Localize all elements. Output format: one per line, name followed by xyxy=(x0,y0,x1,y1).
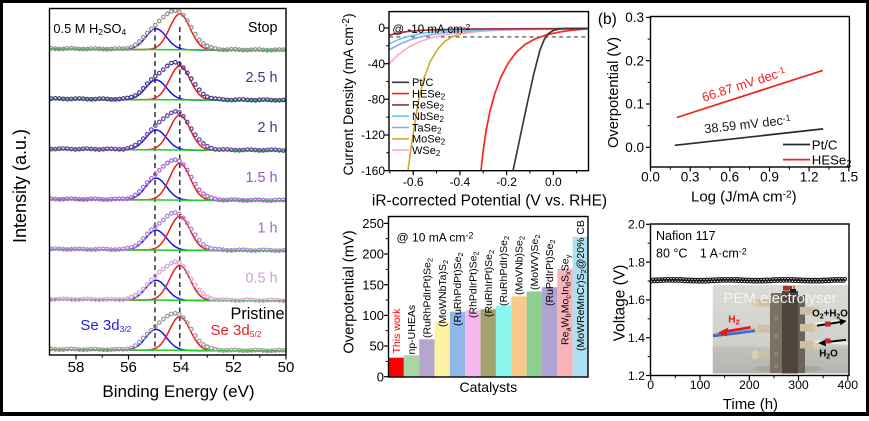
svg-text:-160: -160 xyxy=(361,164,385,178)
svg-text:200: 200 xyxy=(362,247,384,262)
svg-text:-0.4: -0.4 xyxy=(450,175,471,189)
svg-text:0.3: 0.3 xyxy=(625,10,644,25)
svg-text:0.0: 0.0 xyxy=(641,170,660,185)
svg-text:TaSe2: TaSe2 xyxy=(412,122,442,135)
svg-text:(MoWReMnCr)S2@20% CB: (MoWReMnCr)S2@20% CB xyxy=(575,220,588,351)
svg-text:@ -10 mA cm-2: @ -10 mA cm-2 xyxy=(392,22,470,36)
svg-text:ReSe2: ReSe2 xyxy=(412,100,445,113)
svg-text:HESe2: HESe2 xyxy=(412,88,446,101)
svg-text:Current Density (mA cm-2): Current Density (mA cm-2) xyxy=(340,13,356,175)
svg-text:(MoVNb)Se2: (MoVNb)Se2 xyxy=(514,236,527,295)
svg-text:1.5: 1.5 xyxy=(839,170,858,185)
svg-text:0.9: 0.9 xyxy=(760,170,779,185)
svg-text:1.5 h: 1.5 h xyxy=(245,170,277,186)
svg-text:100: 100 xyxy=(362,308,384,323)
svg-text:0.3: 0.3 xyxy=(681,170,700,185)
svg-text:52: 52 xyxy=(225,359,242,376)
svg-text:0.1: 0.1 xyxy=(625,97,644,112)
svg-text:iR-corrected Potential (V vs.: iR-corrected Potential (V vs. RHE) xyxy=(372,193,607,210)
svg-text:H2O: H2O xyxy=(819,349,838,361)
svg-text:0.5 M H2SO4: 0.5 M H2SO4 xyxy=(53,21,126,37)
svg-text:50: 50 xyxy=(278,359,295,376)
svg-text:-0.6: -0.6 xyxy=(403,175,424,189)
svg-text:0.6: 0.6 xyxy=(720,170,739,185)
svg-text:Intensity (a.u.): Intensity (a.u.) xyxy=(10,129,30,243)
svg-text:50: 50 xyxy=(370,339,384,354)
svg-text:56: 56 xyxy=(120,359,137,376)
svg-text:Se 3d3/2: Se 3d3/2 xyxy=(80,317,131,334)
svg-text:Se 3d5/2: Se 3d5/2 xyxy=(211,322,262,339)
svg-text:H2: H2 xyxy=(728,315,739,327)
svg-text:2.5 h: 2.5 h xyxy=(245,70,277,86)
svg-text:(RhPdIrPt)Se2: (RhPdIrPt)Se2 xyxy=(468,251,481,318)
svg-text:200: 200 xyxy=(739,378,760,392)
svg-text:NbSe2: NbSe2 xyxy=(412,111,445,124)
svg-text:1.6: 1.6 xyxy=(628,293,645,307)
svg-text:250: 250 xyxy=(362,216,384,231)
svg-text:WSe2: WSe2 xyxy=(412,145,441,158)
svg-text:Log (J/mA cm-2): Log (J/mA cm-2) xyxy=(691,189,797,206)
svg-text:0: 0 xyxy=(647,378,654,392)
svg-text:0.0: 0.0 xyxy=(545,175,562,189)
svg-text:(RuRhPdPt)Se2: (RuRhPdPt)Se2 xyxy=(452,252,465,326)
svg-text:@ 10 mA cm-2: @ 10 mA cm-2 xyxy=(397,230,474,244)
svg-text:2 h: 2 h xyxy=(257,120,277,136)
svg-text:1.4: 1.4 xyxy=(628,331,645,345)
svg-text:-0.2: -0.2 xyxy=(496,175,517,189)
svg-text:This work: This work xyxy=(391,308,403,354)
svg-text:0.0: 0.0 xyxy=(625,140,644,155)
svg-text:(RuRhPdIr)Se2: (RuRhPdIr)Se2 xyxy=(498,236,511,306)
svg-text:100: 100 xyxy=(690,378,711,392)
svg-text:Stop: Stop xyxy=(248,20,278,36)
svg-text:(RuPdIrPt)Se2: (RuPdIrPt)Se2 xyxy=(544,239,557,306)
svg-text:-120: -120 xyxy=(361,128,385,142)
svg-text:ReaWbMocIndSxSey: ReaWbMocIndSxSey xyxy=(560,254,573,345)
svg-text:(RuRhIrPt)Se2: (RuRhIrPt)Se2 xyxy=(483,250,496,317)
svg-text:MoSe2: MoSe2 xyxy=(412,134,446,147)
svg-text:2.0: 2.0 xyxy=(628,218,645,232)
svg-text:Nafion 117: Nafion 117 xyxy=(656,229,716,243)
svg-text:0: 0 xyxy=(378,21,385,35)
svg-text:(MoWV)Se2: (MoWV)Se2 xyxy=(529,234,542,290)
svg-text:1.2: 1.2 xyxy=(628,369,645,383)
svg-text:np-UHEAs: np-UHEAs xyxy=(406,305,418,355)
svg-text:Pristine: Pristine xyxy=(231,305,285,323)
svg-text:0.5 h: 0.5 h xyxy=(245,270,277,286)
svg-text:300: 300 xyxy=(788,378,809,392)
svg-text:Time (h): Time (h) xyxy=(723,396,778,413)
svg-text:80 °C 1 A·cm-2: 80 °C 1 A·cm-2 xyxy=(656,246,747,260)
svg-text:Binding Energy (eV): Binding Energy (eV) xyxy=(102,382,254,401)
svg-text:(RuRhPdIrPt)Se2: (RuRhPdIrPt)Se2 xyxy=(422,258,435,338)
svg-text:-40: -40 xyxy=(368,57,386,71)
svg-text:0.2: 0.2 xyxy=(625,53,644,68)
svg-text:58: 58 xyxy=(68,359,85,376)
svg-text:O2+H2O: O2+H2O xyxy=(812,309,848,321)
svg-text:-80: -80 xyxy=(368,93,386,107)
svg-text:1.2: 1.2 xyxy=(800,170,819,185)
svg-text:Catalysts: Catalysts xyxy=(460,379,518,395)
svg-text:Pt/C: Pt/C xyxy=(812,138,838,153)
svg-text:400: 400 xyxy=(838,378,859,392)
svg-text:(b): (b) xyxy=(598,11,617,28)
svg-text:150: 150 xyxy=(362,277,384,292)
svg-text:54: 54 xyxy=(173,359,190,376)
svg-text:Pt/C: Pt/C xyxy=(412,77,433,89)
svg-text:1.8: 1.8 xyxy=(628,255,645,269)
svg-text:(MoWNbTa)S2: (MoWNbTa)S2 xyxy=(437,260,450,327)
svg-text:Overpotential (mV): Overpotential (mV) xyxy=(342,230,358,353)
svg-text:0: 0 xyxy=(377,369,384,384)
svg-text:Overpotential (V): Overpotential (V) xyxy=(606,37,622,148)
svg-text:PEM electrolyser: PEM electrolyser xyxy=(723,290,836,307)
svg-text:Voltage (V): Voltage (V) xyxy=(612,265,629,342)
svg-text:1 h: 1 h xyxy=(257,220,277,236)
